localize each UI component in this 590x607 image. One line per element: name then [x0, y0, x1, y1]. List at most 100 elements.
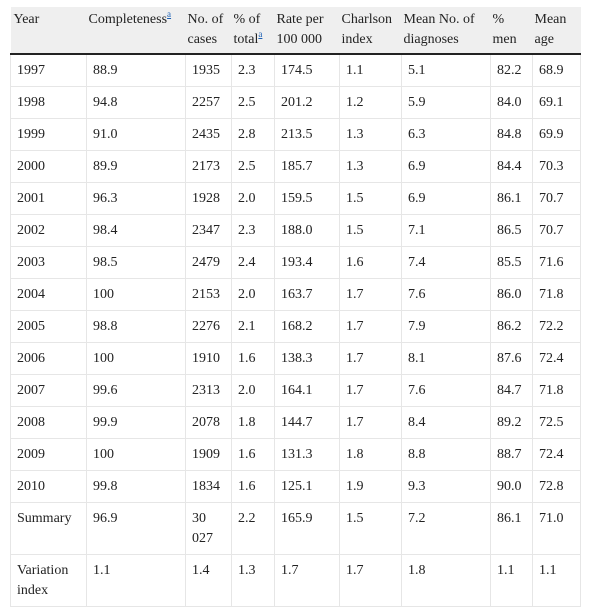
table-cell: 1909: [185, 438, 232, 471]
table-cell: 193.4: [274, 246, 340, 279]
table-row: 2009 100 1909 1.6 131.3 1.8 8.8 88.7 72.4: [10, 438, 581, 471]
column-header: Completenessa: [86, 7, 186, 55]
table-cell: 2479: [185, 246, 232, 279]
table-cell: 131.3: [274, 438, 340, 471]
table-cell: 125.1: [274, 470, 340, 503]
column-header: Charlson index: [339, 7, 402, 55]
table-cell: 168.2: [274, 310, 340, 343]
table-cell: 1.3: [339, 150, 402, 183]
column-header-label: Year: [13, 12, 40, 27]
table-cell: 6.9: [401, 182, 491, 215]
table-cell: 2009: [10, 438, 87, 471]
table-cell: 88.9: [86, 54, 186, 87]
table-cell: 1910: [185, 342, 232, 375]
table-cell: 8.4: [401, 406, 491, 439]
table-cell: 8.8: [401, 438, 491, 471]
table-cell: 2004: [10, 278, 87, 311]
table-cell: 2001: [10, 182, 87, 215]
table-cell: 100: [86, 278, 186, 311]
table-cell: 1834: [185, 470, 232, 503]
table-cell: 1998: [10, 86, 87, 119]
table-cell: 2.0: [231, 374, 275, 407]
table-cell: 9.3: [401, 470, 491, 503]
table-cell: 100: [86, 438, 186, 471]
table-cell: 1999: [10, 118, 87, 151]
table-cell: 71.8: [532, 278, 581, 311]
table-cell: 96.3: [86, 182, 186, 215]
table-cell: 2.3: [231, 214, 275, 247]
column-header: No. of cases: [185, 7, 232, 55]
table-cell: 69.9: [532, 118, 581, 151]
table-cell: 84.7: [490, 374, 533, 407]
column-header-label: Mean No. of diagnoses: [403, 12, 475, 47]
table-cell: 94.8: [86, 86, 186, 119]
table-cell: 100: [86, 342, 186, 375]
table-cell: 213.5: [274, 118, 340, 151]
table-cell: 85.5: [490, 246, 533, 279]
table-cell: 1.1: [490, 554, 533, 607]
table-cell: 164.1: [274, 374, 340, 407]
table-cell: 2007: [10, 374, 87, 407]
column-header-label: Charlson index: [341, 12, 393, 47]
table-cell: 138.3: [274, 342, 340, 375]
table-cell: Variation index: [10, 554, 87, 607]
table-cell: 98.8: [86, 310, 186, 343]
column-header-label: Mean age: [534, 12, 567, 47]
table-cell: 2.3: [231, 54, 275, 87]
table-cell: 68.9: [532, 54, 581, 87]
table-cell: 1.3: [339, 118, 402, 151]
table-cell: 1935: [185, 54, 232, 87]
table-cell: 86.1: [490, 502, 533, 555]
table-cell: 91.0: [86, 118, 186, 151]
table-cell: 2005: [10, 310, 87, 343]
column-header-label: % of total: [233, 12, 261, 47]
table-cell: 72.4: [532, 342, 581, 375]
table-cell: 1.2: [339, 86, 402, 119]
table-cell: 1.7: [339, 278, 402, 311]
table-cell: 71.0: [532, 502, 581, 555]
column-header-label: Rate per 100 000: [276, 12, 324, 47]
column-header: % of totala: [231, 7, 275, 55]
table-cell: 1.8: [339, 438, 402, 471]
table-cell: 86.5: [490, 214, 533, 247]
table-cell: 99.9: [86, 406, 186, 439]
table-row: Summary 96.9 30 027 2.2 165.9 1.5 7.2 86.1 71.0: [10, 502, 581, 555]
table-row: 2003 98.5 2479 2.4 193.4 1.6 7.4 85.5 71.6: [10, 246, 581, 279]
table-cell: 6.3: [401, 118, 491, 151]
column-header: Rate per 100 000: [274, 7, 340, 55]
table-cell: 2.4: [231, 246, 275, 279]
table-cell: 8.1: [401, 342, 491, 375]
table-cell: 89.2: [490, 406, 533, 439]
table-cell: 70.7: [532, 182, 581, 215]
footnote-link[interactable]: a: [258, 29, 263, 39]
table-cell: 1.6: [339, 246, 402, 279]
table-container: Year Completenessa No. of cases% of totala…: [10, 7, 581, 607]
table-cell: 1.1: [86, 554, 186, 607]
table-cell: 89.9: [86, 150, 186, 183]
table-cell: 86.0: [490, 278, 533, 311]
table-cell: 2008: [10, 406, 87, 439]
table-cell: 2313: [185, 374, 232, 407]
table-row: 2005 98.8 2276 2.1 168.2 1.7 7.9 86.2 72.2: [10, 310, 581, 343]
table-cell: 7.6: [401, 374, 491, 407]
table-cell: 72.8: [532, 470, 581, 503]
table-cell: 2.2: [231, 502, 275, 555]
table-cell: 84.8: [490, 118, 533, 151]
table-cell: 174.5: [274, 54, 340, 87]
table-cell: 90.0: [490, 470, 533, 503]
column-header-label: No. of cases: [187, 12, 224, 47]
table-cell: 72.2: [532, 310, 581, 343]
table-cell: 1.3: [231, 554, 275, 607]
table-cell: 88.7: [490, 438, 533, 471]
table-body: 1997 88.9 1935 2.3 174.5 1.1 5.1 82.2 68.9 1998 94…: [10, 54, 581, 607]
table-cell: 2000: [10, 150, 87, 183]
table-row: 2007 99.6 2313 2.0 164.1 1.7 7.6 84.7 71.8: [10, 374, 581, 407]
header-row: Year Completenessa No. of cases% of totala…: [10, 7, 581, 55]
table-cell: 72.5: [532, 406, 581, 439]
table-cell: 1.1: [532, 554, 581, 607]
footnote-link[interactable]: a: [167, 9, 172, 19]
table-cell: 84.0: [490, 86, 533, 119]
table-cell: 1.7: [339, 310, 402, 343]
table-cell: 87.6: [490, 342, 533, 375]
column-header-label: % men: [492, 12, 517, 47]
